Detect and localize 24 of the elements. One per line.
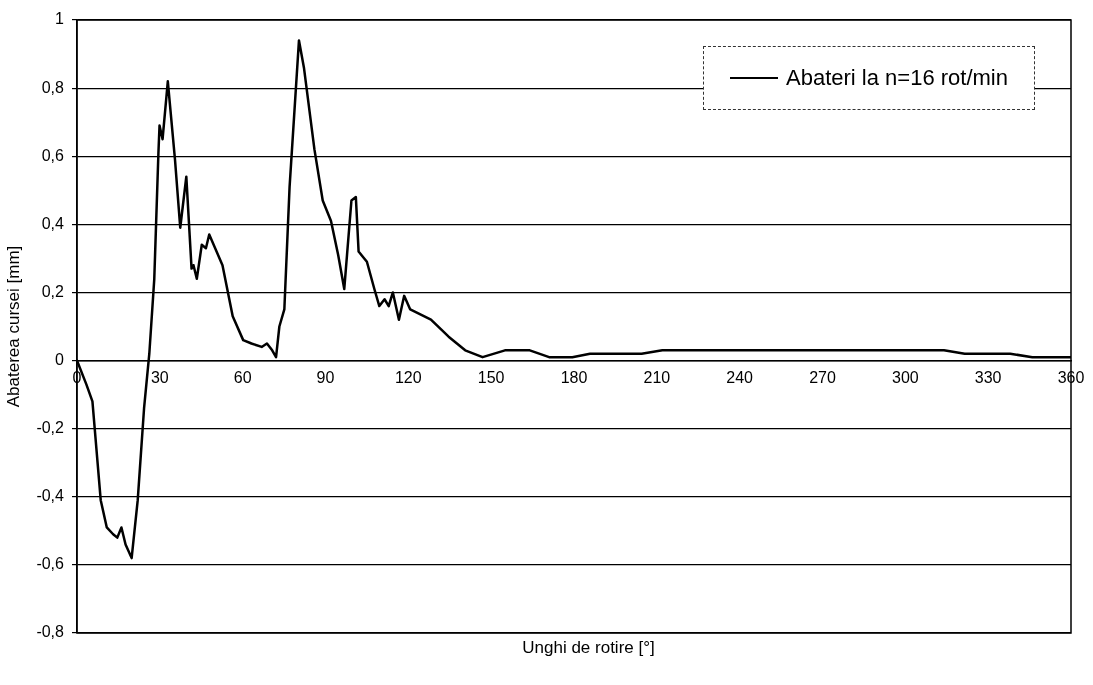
x-tick-label: 180 xyxy=(560,368,588,386)
y-tick-label: 0,6 xyxy=(41,146,65,164)
x-tick-label: 150 xyxy=(477,368,505,386)
x-tick-label: 300 xyxy=(891,368,919,386)
y-tick-label: 0,8 xyxy=(41,78,65,96)
x-tick-label: 90 xyxy=(316,368,335,386)
y-tick-label: -0,2 xyxy=(36,419,65,437)
y-tick-label: 0 xyxy=(55,350,65,368)
x-tick-label: 30 xyxy=(150,368,169,386)
y-tick-label: -0,4 xyxy=(36,487,65,505)
legend-label: Abateri la n=16 rot/min xyxy=(786,65,1008,91)
y-tick-label: -0,6 xyxy=(36,555,65,573)
y-tick-label: 1 xyxy=(55,10,65,28)
x-tick-label: 240 xyxy=(726,368,754,386)
x-axis-title: Unghi de rotire [°] xyxy=(521,638,656,658)
x-tick-label: 120 xyxy=(394,368,422,386)
y-axis-title: Abaterea cursei [mm] xyxy=(3,245,23,408)
x-tick-label: 330 xyxy=(974,368,1002,386)
x-tick-label: 210 xyxy=(643,368,671,386)
y-tick-label: 0,2 xyxy=(41,282,65,300)
y-tick-label: 0,4 xyxy=(41,214,65,232)
x-tick-label: 60 xyxy=(233,368,252,386)
y-tick-label: -0,8 xyxy=(36,623,65,641)
x-tick-label: 270 xyxy=(809,368,836,386)
